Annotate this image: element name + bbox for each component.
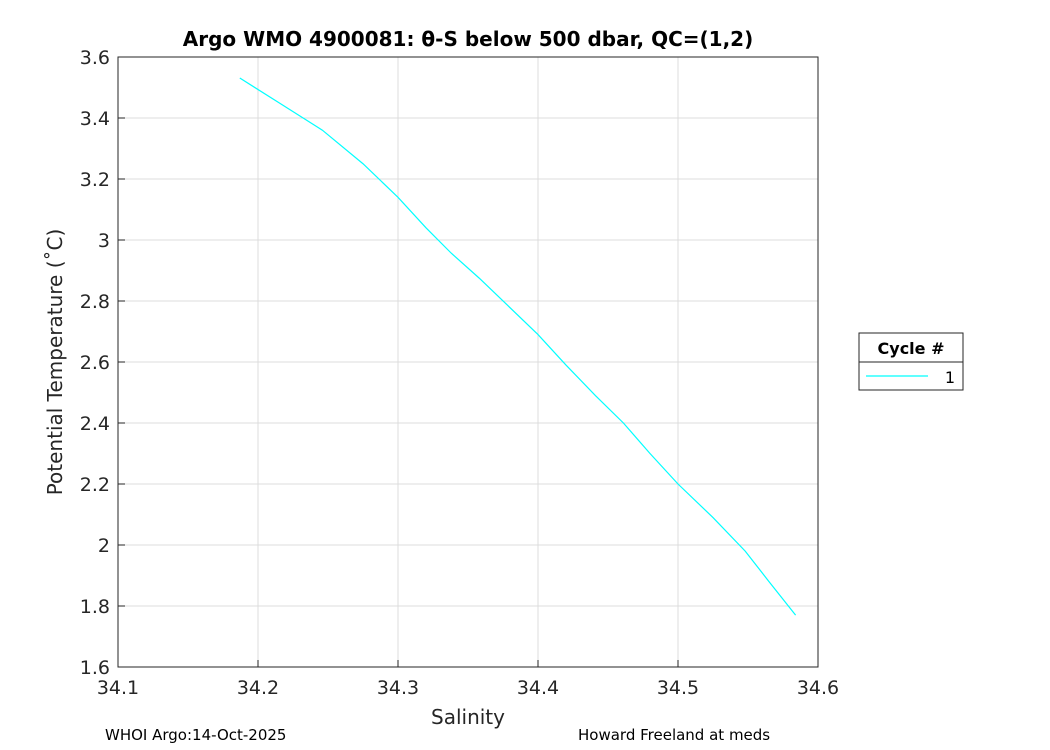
y-tick-label: 2.8 (80, 291, 110, 313)
x-axis-label: Salinity (431, 705, 505, 729)
x-tick-label: 34.3 (377, 677, 419, 699)
y-tick-label: 1.8 (80, 596, 110, 618)
x-tick-label: 34.1 (97, 677, 139, 699)
y-tick-label: 2.4 (80, 413, 110, 435)
legend-title: Cycle # (878, 339, 945, 358)
legend: Cycle # 1 (858, 332, 964, 391)
y-tick-label: 2.6 (80, 352, 110, 374)
y-tick-label: 2.2 (80, 474, 110, 496)
y-tick-label: 3.2 (80, 169, 110, 191)
y-tick-label: 3.6 (80, 47, 110, 69)
footer-right: Howard Freeland at meds (578, 726, 771, 744)
y-tick-label: 1.6 (80, 657, 110, 679)
legend-entry-label: 1 (945, 368, 955, 387)
y-tick-label: 3.4 (80, 108, 110, 130)
series-line-cycle-1 (239, 77, 797, 616)
x-tick-label: 34.6 (797, 677, 839, 699)
y-tick-label: 3 (98, 230, 110, 252)
x-tick-label: 34.5 (657, 677, 699, 699)
x-tick-label: 34.2 (237, 677, 279, 699)
x-tick-label: 34.4 (517, 677, 559, 699)
y-tick-label: 2 (98, 535, 110, 557)
chart-title: Argo WMO 4900081: θ-S below 500 dbar, QC… (183, 27, 753, 51)
y-axis-label: Potential Temperature (˚C) (43, 229, 67, 496)
grid (117, 56, 819, 668)
footer-left: WHOI Argo:14-Oct-2025 (105, 726, 287, 744)
